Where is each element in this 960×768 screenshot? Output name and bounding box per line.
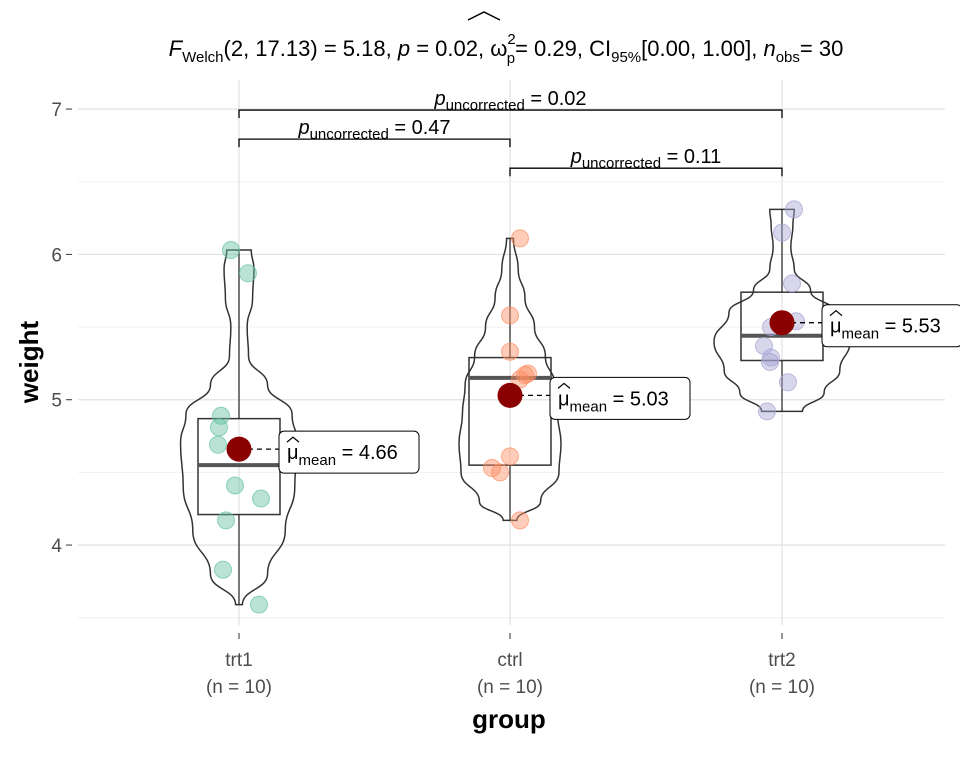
x-tick-label: trt1	[225, 650, 252, 671]
data-point-trt1	[222, 241, 240, 260]
data-point-ctrl	[501, 306, 519, 325]
x-axis-ticks: trt1 (n = 10) ctrl (n = 10) trt2 (n = 10)	[206, 633, 815, 698]
mu-hat	[829, 309, 843, 317]
comparison-label: puncorrected = 0.11	[570, 146, 722, 172]
mean-point-trt1	[226, 436, 252, 462]
data-point-trt2	[785, 200, 803, 219]
x-axis-title: group	[472, 704, 546, 734]
data-point-trt2	[779, 373, 797, 392]
data-point-ctrl	[511, 511, 529, 530]
mean-label-text: μmean = 5.53	[830, 316, 941, 343]
comparison-bracket	[238, 109, 783, 119]
mean-point-trt2	[769, 310, 795, 336]
x-tick-label: ctrl	[497, 650, 522, 671]
data-point-ctrl	[491, 463, 509, 482]
x-tick-count: (n = 10)	[749, 677, 815, 698]
data-point-trt1	[250, 595, 268, 614]
data-point-trt1	[212, 406, 230, 425]
comparison-bracket	[238, 138, 511, 148]
data-point-ctrl	[501, 342, 519, 361]
data-point-trt2	[755, 336, 773, 355]
data-point-trt2	[761, 352, 779, 371]
y-tick-label: 5	[51, 391, 62, 412]
x-tick-label: trt2	[768, 650, 795, 671]
y-axis-title: weight	[14, 321, 44, 405]
mean-point-ctrl	[497, 382, 523, 408]
data-point-trt2	[758, 402, 776, 421]
mu-hat	[286, 436, 300, 443]
x-tick-count: (n = 10)	[477, 677, 543, 698]
data-point-trt1	[226, 476, 244, 495]
data-point-trt1	[214, 560, 232, 579]
chart-title: FWelch(2, 17.13) = 5.18, p = 0.02, ω2 p= …	[169, 31, 844, 67]
mu-hat	[557, 382, 571, 389]
data-point-trt1	[209, 435, 227, 454]
comparison-bracket	[509, 167, 783, 177]
data-point-trt2	[773, 223, 791, 242]
omega-hat	[467, 11, 501, 21]
data-point-trt2	[783, 274, 801, 293]
data-points	[209, 200, 805, 614]
data-point-trt1	[239, 264, 257, 283]
x-tick-count: (n = 10)	[206, 677, 272, 698]
y-axis-ticks: 4 5 6 7	[51, 100, 72, 557]
data-point-trt1	[252, 489, 270, 508]
data-point-ctrl	[501, 447, 519, 466]
violin-ctrl	[458, 237, 562, 522]
y-tick-label: 6	[51, 245, 62, 266]
y-tick-label: 4	[51, 536, 62, 557]
mean-label-text: μmean = 5.03	[558, 388, 669, 415]
comparison-label: puncorrected = 0.02	[433, 88, 586, 114]
comparison-label: puncorrected = 0.47	[297, 117, 450, 143]
data-point-ctrl	[511, 229, 529, 248]
pairwise-comparisons: puncorrected = 0.02 puncorrected = 0.47 pu…	[238, 88, 783, 177]
means: μmean = 4.66 μmean = 5.03 μmean = 5.53	[226, 304, 960, 474]
mean-label-text: μmean = 4.66	[287, 442, 398, 469]
data-point-ctrl	[483, 459, 501, 478]
data-point-trt1	[217, 511, 235, 530]
y-tick-label: 7	[51, 100, 62, 121]
mean-label-box	[278, 430, 420, 474]
mean-label-box	[549, 376, 691, 420]
mean-label-box	[821, 304, 960, 348]
